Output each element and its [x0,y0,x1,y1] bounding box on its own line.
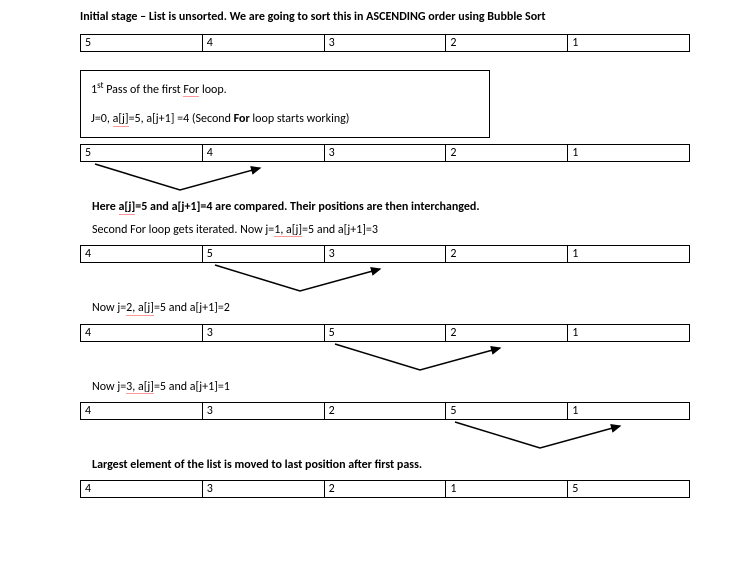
array-row-2: 4 5 3 2 1 [80,245,690,263]
cell: 4 [81,402,203,419]
cell: 5 [568,480,690,497]
cell: 1 [568,35,690,52]
compare-text: Here a[j]=5 and a[j+1]=4 are compared. T… [92,200,690,214]
swap-arrow-4 [80,422,690,452]
cell: 1 [568,145,690,162]
cell: 1 [446,480,568,497]
cell: 4 [81,324,203,341]
cell: 4 [81,480,203,497]
swap-arrow-2 [80,265,690,295]
cell: 5 [81,145,203,162]
cell: 3 [324,35,446,52]
cell: 5 [202,246,324,263]
array-row-0: 5 4 3 2 1 [80,34,690,52]
page-title: Initial stage – List is unsorted. We are… [80,10,690,24]
cell: 3 [324,145,446,162]
cell: 3 [202,324,324,341]
inset-line1: 1st Pass of the first For loop. [91,79,479,100]
cell: 4 [81,246,203,263]
cell: 2 [446,246,568,263]
cell: 3 [202,480,324,497]
cell: 1 [568,246,690,263]
cell: 2 [446,324,568,341]
swap-arrow-3 [80,344,690,374]
array-row-5: 4 3 2 1 5 [80,480,690,498]
inset-box: 1st Pass of the first For loop. J=0, a[j… [80,70,490,138]
cell: 2 [446,35,568,52]
cell: 1 [568,402,690,419]
cell: 4 [202,35,324,52]
cell: 5 [446,402,568,419]
cell: 5 [81,35,203,52]
inset-line2: J=0, a[j]=5, a[j+1] =4 (Second For loop … [91,110,479,129]
cell: 3 [324,246,446,263]
array-row-1: 5 4 3 2 1 [80,144,690,162]
cell: 2 [324,402,446,419]
cell: 1 [568,324,690,341]
swap-arrow-1 [80,164,690,194]
iteration-text-2: Second For loop gets iterated. Now j=1, … [92,223,690,237]
final-text: Largest element of the list is moved to … [92,458,690,472]
cell: 3 [202,402,324,419]
array-row-3: 4 3 5 2 1 [80,324,690,342]
iteration-text-4: Now j=3, a[j]=5 and a[j+1]=1 [92,380,690,394]
cell: 4 [202,145,324,162]
cell: 2 [324,480,446,497]
array-row-4: 4 3 2 5 1 [80,402,690,420]
cell: 2 [446,145,568,162]
iteration-text-3: Now j=2, a[j]=5 and a[j+1]=2 [92,301,690,315]
cell: 5 [324,324,446,341]
